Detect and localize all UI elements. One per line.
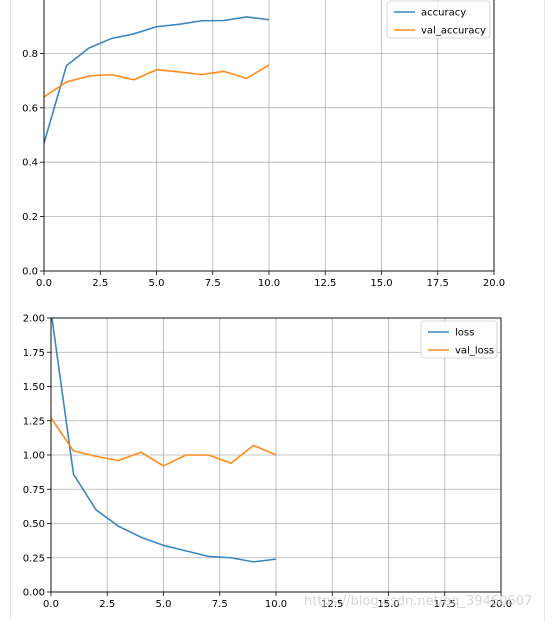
axes-frame bbox=[43, 0, 495, 272]
x-tick-label: 17.5 bbox=[434, 599, 456, 610]
loss-plot: 0.0 2.5 5.0 7.5 10.0 12.5 15.0 17.5 20.0 0.00 0.25… bbox=[0, 300, 554, 621]
legend-label: val_accuracy bbox=[421, 26, 486, 37]
legend-label: val_loss bbox=[455, 346, 494, 357]
legend-label: loss bbox=[455, 328, 474, 339]
y-tick-label: 2.00 bbox=[23, 314, 45, 325]
x-tick-label: 0.0 bbox=[36, 278, 52, 289]
watermark: https://blog.csdn.net/qq_39460607 bbox=[304, 594, 533, 609]
y-tick-label: 1.25 bbox=[23, 416, 45, 427]
series-line-val-accuracy bbox=[44, 64, 270, 98]
y-tick-label: 0.25 bbox=[23, 553, 45, 564]
x-tick-label: 15.0 bbox=[370, 278, 392, 289]
legend-box bbox=[420, 320, 498, 359]
y-tick-label: 0.75 bbox=[23, 485, 45, 496]
x-tick-label: 20.0 bbox=[490, 599, 512, 610]
x-tick-label: 7.5 bbox=[212, 599, 228, 610]
y-tick-label: 0.50 bbox=[23, 519, 45, 530]
y-tick-label: 1.50 bbox=[23, 382, 45, 393]
accuracy-chart-svg: 0.0 2.5 5.0 7.5 10.0 12.5 15.0 17.5 20.0 0.0 0.2 0.… bbox=[22, 0, 505, 289]
x-tick-label: 2.5 bbox=[92, 278, 108, 289]
y-tick-label: 1.00 bbox=[23, 451, 45, 462]
x-tick-label: 17.5 bbox=[427, 278, 449, 289]
x-tick-label: 15.0 bbox=[377, 599, 399, 610]
x-tick-label: 20.0 bbox=[483, 278, 505, 289]
y-tick-label: 0.00 bbox=[23, 588, 45, 599]
x-tick-label: 7.5 bbox=[205, 278, 221, 289]
y-tick-label: 0.8 bbox=[22, 49, 38, 60]
x-tick-label: 0.0 bbox=[43, 599, 59, 610]
x-tick-label: 12.5 bbox=[314, 278, 336, 289]
series-line-val-loss bbox=[51, 417, 277, 467]
series-line-accuracy bbox=[44, 16, 270, 144]
y-tick-label: 1.75 bbox=[23, 348, 45, 359]
x-tick-label: 10.0 bbox=[265, 599, 287, 610]
legend-label: accuracy bbox=[421, 8, 466, 19]
y-tick-label: 0.6 bbox=[22, 103, 38, 114]
x-tick-label: 5.0 bbox=[156, 599, 172, 610]
cell-border-right bbox=[544, 0, 545, 621]
series-line-loss bbox=[51, 318, 277, 563]
accuracy-plot: 0.0 2.5 5.0 7.5 10.0 12.5 15.0 17.5 20.0 0.0 0.2 0.… bbox=[0, 0, 554, 300]
x-tick-label: 2.5 bbox=[99, 599, 115, 610]
x-tick-label: 10.0 bbox=[258, 278, 280, 289]
loss-chart-svg: 0.0 2.5 5.0 7.5 10.0 12.5 15.0 17.5 20.0 0.00 0.25… bbox=[23, 314, 512, 611]
legend-box bbox=[386, 0, 491, 39]
y-tick-label: 0.0 bbox=[22, 267, 38, 278]
y-tick-label: 0.2 bbox=[22, 212, 38, 223]
axes-frame bbox=[50, 317, 502, 593]
y-tick-label: 0.4 bbox=[22, 158, 38, 169]
x-tick-label: 12.5 bbox=[321, 599, 343, 610]
cell-border-left bbox=[10, 0, 11, 621]
x-tick-label: 5.0 bbox=[149, 278, 165, 289]
